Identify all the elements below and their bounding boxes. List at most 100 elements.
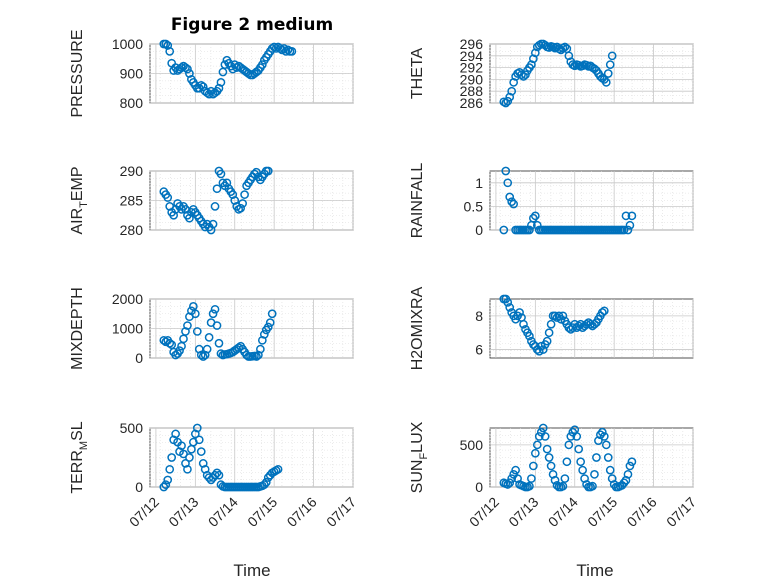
data-point	[242, 350, 251, 360]
data-point	[603, 453, 613, 462]
data-point	[244, 69, 253, 78]
data-point	[550, 475, 560, 485]
y-tick-label: 294	[460, 48, 484, 64]
data-point	[263, 166, 273, 176]
data-point	[267, 309, 277, 319]
data-point	[202, 344, 212, 354]
x-tick-label: 07/12	[126, 494, 162, 530]
y-tick-label: 288	[460, 83, 484, 99]
data-point	[210, 470, 220, 480]
y-tick-label: 500	[120, 420, 144, 436]
data-point	[623, 225, 633, 235]
data-point	[261, 477, 271, 487]
y-axis-label: THETA	[409, 48, 426, 100]
x-tick-label: 07/12	[466, 494, 502, 530]
y-axis-label: MIXDEPTH	[69, 287, 86, 370]
data-point	[161, 39, 171, 49]
data-point	[212, 184, 222, 194]
data-point	[597, 308, 607, 317]
data-point	[544, 328, 554, 338]
data-point	[159, 482, 169, 492]
x-tick-label: 07/14	[545, 494, 581, 530]
data-point	[558, 481, 568, 491]
data-point	[259, 330, 269, 339]
x-tick-label: 07/13	[165, 494, 201, 530]
data-point	[192, 327, 202, 336]
data-point	[538, 345, 548, 354]
data-point	[175, 346, 184, 355]
data-point	[190, 309, 200, 319]
y-tick-label: 290	[460, 71, 484, 87]
subplot-sun-flux: 0 500 07/12 07/13 07/14 07/15 07/16 07/17 SUNFLU…	[409, 421, 699, 530]
data-point	[560, 42, 570, 52]
data-point	[530, 211, 540, 221]
data-point	[623, 470, 633, 479]
data-point	[234, 343, 244, 353]
x-tick-label: 07/16	[624, 494, 660, 530]
data-point	[546, 461, 556, 471]
data-point	[503, 298, 513, 307]
data-point	[517, 70, 526, 80]
data-point	[542, 444, 552, 454]
y-tick-label: 800	[120, 95, 144, 111]
data-point	[529, 213, 538, 223]
data-point	[208, 309, 218, 319]
data-point	[574, 444, 584, 454]
y-tick-label: 1000	[112, 321, 143, 337]
data-point	[527, 474, 536, 483]
y-tick-label: 0	[475, 479, 483, 495]
y-tick-label: 6	[475, 342, 483, 358]
x-axis-label-right: Time	[576, 561, 613, 580]
x-tick-label: 07/15	[584, 494, 620, 530]
data-point	[599, 432, 609, 441]
data-point	[256, 344, 265, 354]
data-point	[214, 338, 224, 348]
y-axis-label: AIRTEMP	[69, 166, 90, 234]
data-point	[597, 427, 607, 437]
x-tick-label: 07/17	[663, 494, 699, 530]
data-point	[161, 480, 171, 489]
y-tick-label: 286	[460, 95, 484, 111]
data-point	[196, 447, 206, 456]
data-point	[534, 346, 544, 356]
data-point	[165, 47, 175, 56]
data-point	[588, 481, 597, 491]
data-point	[210, 304, 220, 314]
data-point	[165, 338, 175, 348]
data-point	[198, 352, 208, 361]
data-point	[525, 481, 534, 491]
y-tick-label: 2000	[112, 291, 143, 307]
y-tick-label: 296	[460, 36, 484, 52]
data-point	[505, 478, 515, 488]
subplot-rainfall: 0 0.5 1 RAINFALL	[409, 163, 694, 238]
data-point	[505, 303, 515, 312]
subplot-terr-msl: 0 500 07/12 07/13 07/14 07/15 07/16 07/17 TERRMS…	[69, 420, 359, 530]
data-point	[277, 45, 287, 55]
data-point	[590, 470, 599, 479]
data-point	[576, 457, 586, 467]
data-point	[521, 70, 530, 80]
data-point	[214, 470, 224, 480]
data-point	[558, 311, 568, 321]
y-tick-label: 0	[135, 479, 143, 495]
x-tick-label: 07/14	[205, 494, 241, 530]
data-point	[503, 178, 513, 188]
data-point	[265, 318, 275, 327]
data-point	[196, 350, 206, 360]
data-point	[605, 465, 615, 475]
data-point	[529, 461, 538, 471]
subplot-mixdepth: 0 1000 2000 MIXDEPTH	[69, 287, 354, 370]
data-point	[204, 333, 214, 342]
data-point	[625, 220, 635, 230]
data-point	[210, 202, 220, 211]
y-tick-label: 0	[475, 222, 483, 238]
data-point	[540, 432, 550, 441]
y-tick-label: 280	[120, 222, 144, 238]
data-point	[177, 441, 186, 451]
data-point	[499, 225, 509, 235]
y-axis-label: TERRMSL	[69, 421, 90, 493]
data-point	[185, 453, 194, 462]
data-point	[578, 465, 587, 475]
y-axis-label: SUNFLUX	[409, 421, 430, 493]
